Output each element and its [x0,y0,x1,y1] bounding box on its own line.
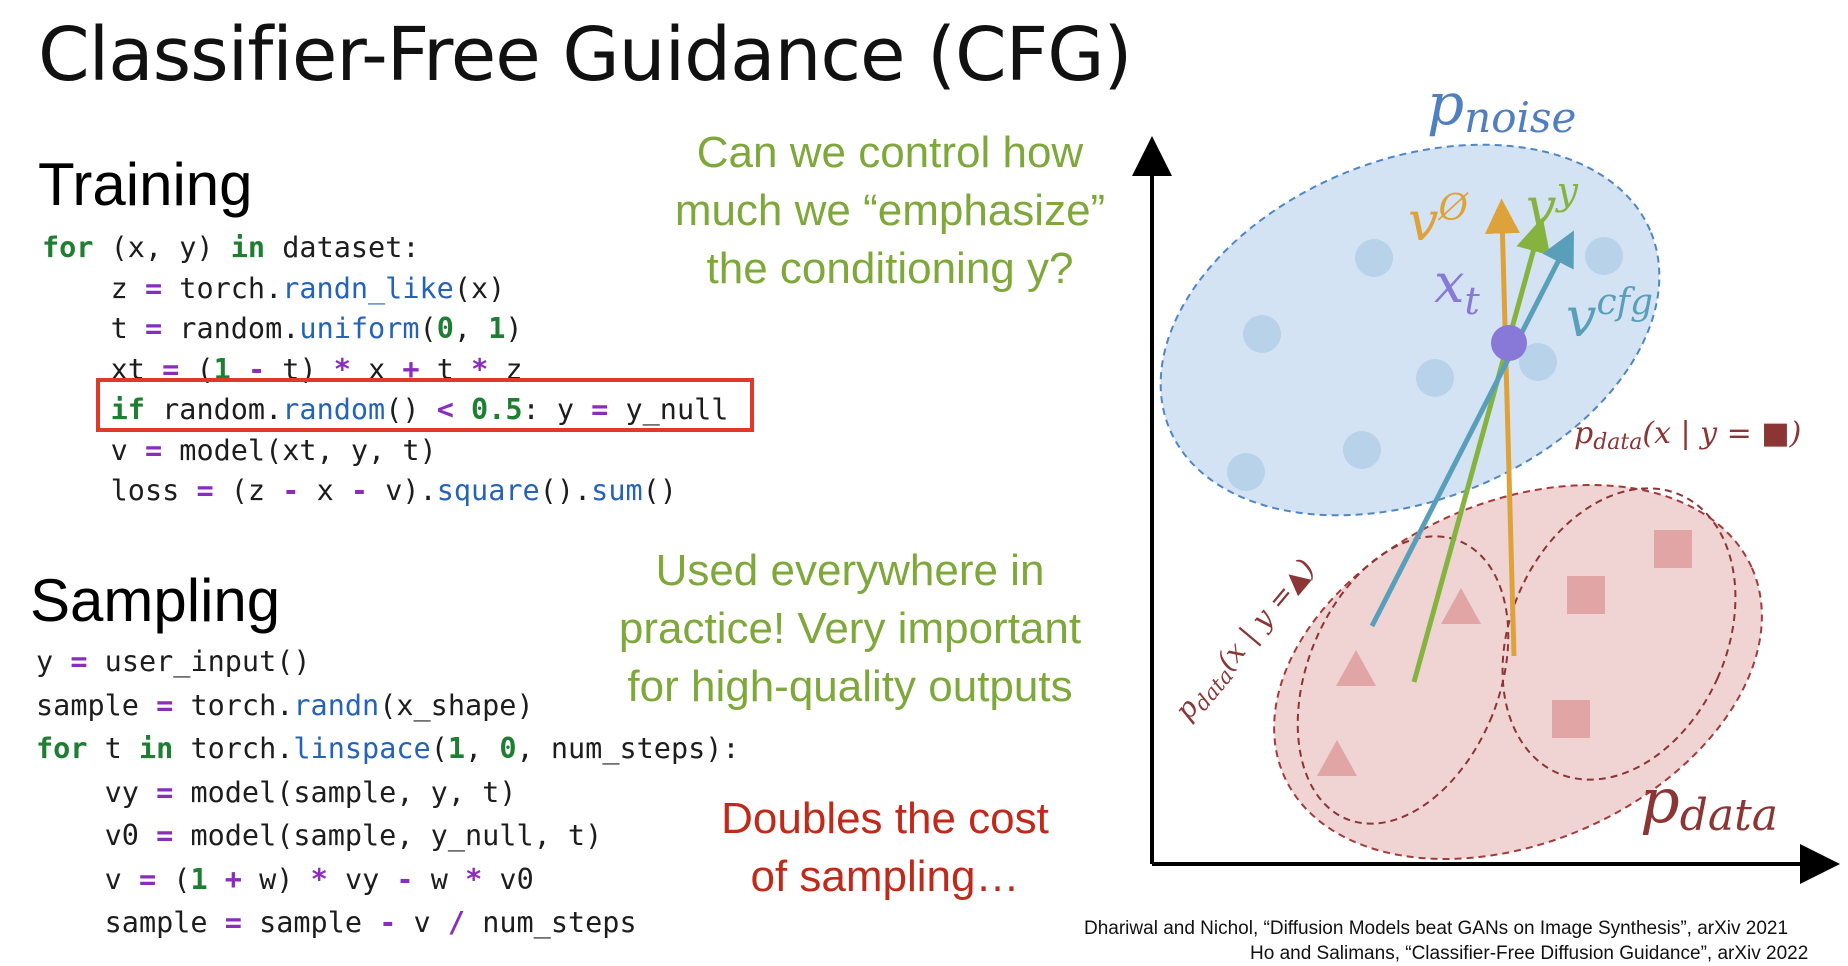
noise-sample-dot [1343,431,1381,469]
noise-sample-dot [1416,359,1454,397]
reference-line: Dhariwal and Nichol, “Diffusion Models b… [1084,916,1848,941]
noise-sample-dot [1355,239,1393,277]
p-data-label: pdata [1640,764,1778,841]
noise-sample-dot [1243,315,1281,353]
square-sample [1552,700,1590,738]
square-sample [1654,530,1692,568]
reference-line: Ho and Salimans, “Classifier-Free Diffus… [1084,941,1848,966]
square-sample [1567,576,1605,614]
noise-sample-dot [1227,453,1265,491]
references: Dhariwal and Nichol, “Diffusion Models b… [1084,916,1848,966]
p-noise-label: pnoise [1427,70,1576,142]
x-t-point [1491,325,1527,361]
p-data-given-square-label: pdata(x | y = ■) [1574,416,1801,455]
noise-sample-dot [1585,237,1623,275]
